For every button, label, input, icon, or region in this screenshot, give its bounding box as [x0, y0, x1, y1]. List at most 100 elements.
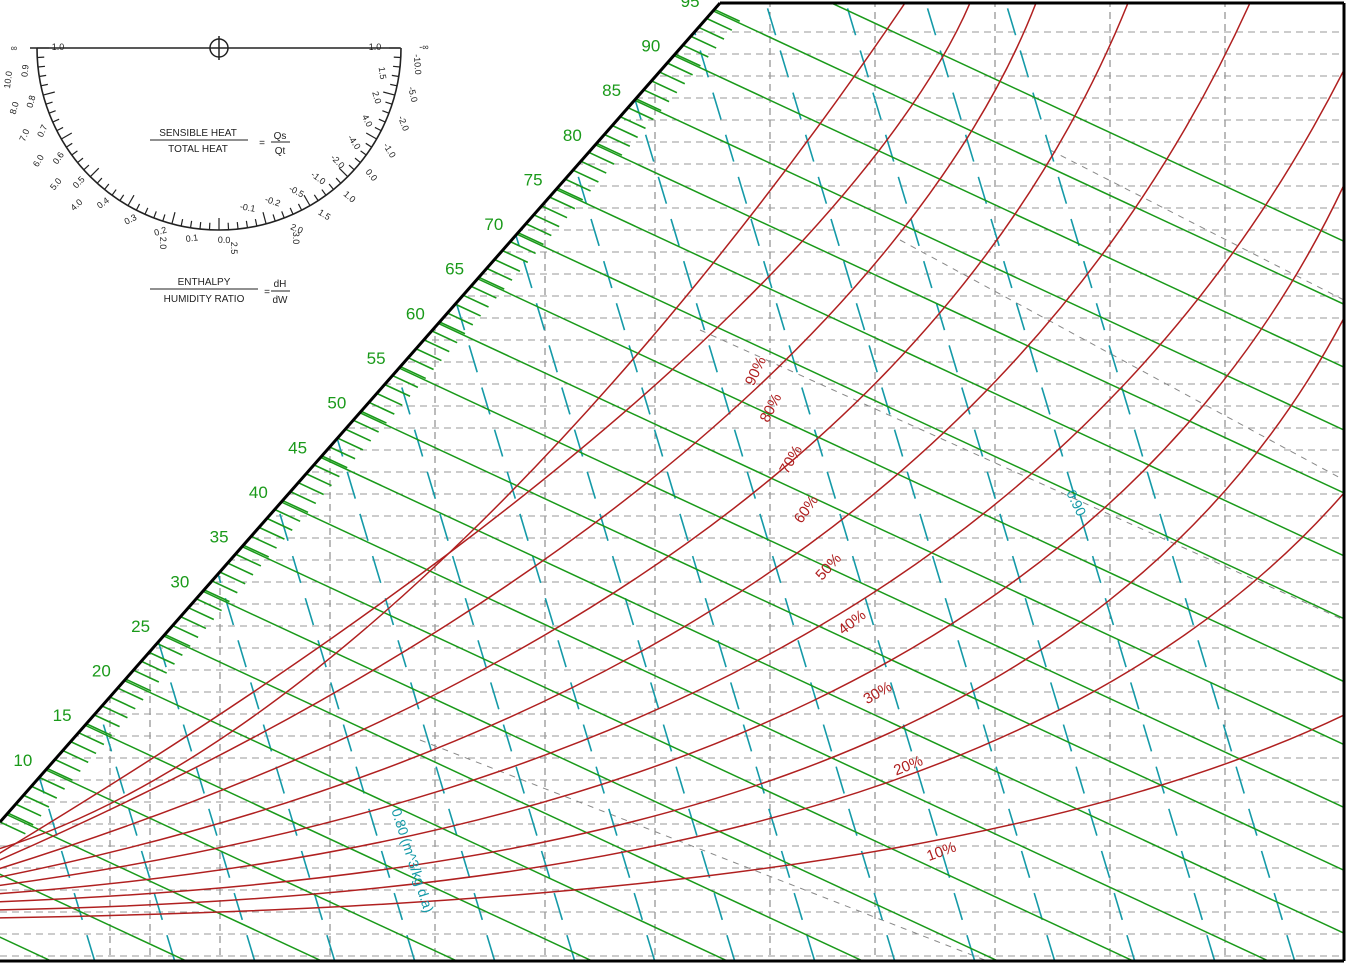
enthalpy-tick [509, 240, 536, 255]
protractor-tick [135, 203, 141, 211]
enthalpy-scale-label: 75 [524, 170, 543, 189]
enthalpy-tick [86, 723, 113, 737]
protractor-tick [281, 211, 285, 219]
enthalpy-tick [713, 8, 741, 22]
protractor-tick [162, 214, 166, 222]
enthalpy-tick [195, 598, 222, 612]
protractor-tick [374, 126, 382, 132]
enthalpy-tick [596, 142, 623, 156]
protractor-label: -10.0 [412, 54, 423, 75]
enthalpy-tick [31, 785, 58, 799]
protractor-tick [119, 194, 125, 201]
wet-bulb-line [899, 239, 1344, 481]
enthalpy-scale-label: 95 [681, 0, 700, 11]
protractor-tick [48, 110, 56, 114]
enthalpy-tick [15, 803, 42, 817]
enthalpy-tick [588, 151, 615, 165]
protractor-tick [378, 118, 386, 123]
protractor-tick [71, 150, 78, 156]
protractor-label: 0.2 [153, 225, 168, 238]
protractor-label: 0.8 [25, 94, 38, 109]
protractor-label: 2.0 [370, 90, 383, 105]
enthalpy-tick [109, 696, 136, 710]
protractor-label: 1.0 [369, 42, 382, 52]
enthalpy-tick [305, 473, 332, 487]
protractor-tick [236, 221, 239, 230]
protractor-tick [153, 211, 157, 219]
protractor-tick [262, 212, 267, 224]
protractor-tick [328, 183, 335, 190]
rh-curve [0, 492, 1344, 911]
enthalpy-tick [549, 196, 576, 210]
enthalpy-tick [706, 17, 733, 31]
enthalpy-tick [478, 276, 505, 290]
enthalpy-tick [23, 794, 50, 808]
enthalpy-tick [556, 187, 584, 201]
enthalpy-scale-label: 80 [563, 126, 582, 145]
enthalpy-tick [486, 267, 513, 281]
protractor-label: 3.0 [291, 232, 301, 245]
rh-curve [0, 714, 1344, 919]
wet-bulb-line [419, 739, 1344, 960]
enthalpy-tick [70, 740, 97, 755]
enthalpy-scale-labels: 5101520253035404550556065707580859095 [13, 0, 700, 770]
protractor-tick [43, 91, 55, 96]
protractor-tick [171, 212, 176, 224]
enthalpy-tick [392, 374, 419, 389]
protractor-label: 1.0 [52, 42, 65, 52]
enthalpy-tick [62, 749, 89, 764]
protractor-tick [77, 157, 84, 164]
enthalpy-tick [619, 115, 646, 130]
enthalpy-tick [494, 258, 521, 273]
equals-sign: = [259, 138, 265, 149]
saturation-curve [0, 2, 722, 823]
protractor-tick [335, 177, 342, 184]
protractor-tick [382, 110, 390, 114]
enthalpy-tick [235, 553, 262, 567]
enthalpy-tick [46, 767, 73, 781]
relative-humidity-curves [0, 3, 1344, 919]
enthalpy-scale-label: 55 [367, 349, 386, 368]
enthalpy-tick [447, 312, 474, 326]
enthalpy-scale-label: 15 [53, 706, 72, 725]
enthalpy-tick [0, 821, 26, 835]
protractor-tick [365, 142, 372, 148]
sensible-heat-label: SENSIBLE HEAT [159, 128, 237, 139]
equals-sign: = [264, 287, 270, 298]
protractor-tick [385, 101, 393, 105]
enthalpy-tick [376, 392, 403, 406]
protractor-label: 10.0 [2, 70, 14, 89]
protractor-tick [391, 74, 399, 78]
enthalpy-scale-label: 70 [484, 215, 503, 234]
enthalpy-tick [564, 178, 591, 192]
total-heat-label: TOTAL HEAT [168, 144, 228, 155]
enthalpy-tick [140, 660, 168, 674]
protractor-tick [89, 167, 100, 178]
enthalpy-tick [172, 624, 199, 639]
wet-bulb-line [699, 329, 1344, 621]
enthalpy-scale-label: 20 [92, 662, 111, 681]
enthalpy-scale-label: 45 [288, 438, 307, 457]
enthalpy-tick [274, 508, 301, 523]
protractor-tick [365, 132, 377, 140]
enthalpy-tick [580, 160, 607, 174]
enthalpy-tick [117, 687, 144, 701]
enthalpy-tick [690, 35, 717, 49]
protractor-label: 7.0 [17, 127, 31, 143]
enthalpy-tick [258, 526, 285, 540]
enthalpy-tick [698, 26, 725, 40]
protractor-tick [199, 221, 202, 230]
enthalpy-tick [423, 339, 450, 353]
enthalpy-tick [290, 490, 317, 505]
enthalpy-tick [282, 499, 309, 514]
enthalpy-tick [533, 214, 560, 228]
enthalpy-tick [78, 731, 105, 746]
protractor-label: 2.0 [158, 237, 168, 250]
protractor-tick [180, 219, 184, 227]
enthalpy-scale-label: 85 [602, 81, 621, 100]
protractor-tick [321, 189, 327, 196]
protractor-tick [383, 91, 395, 96]
enthalpy-tick [164, 633, 191, 648]
volume-line [684, 3, 976, 960]
